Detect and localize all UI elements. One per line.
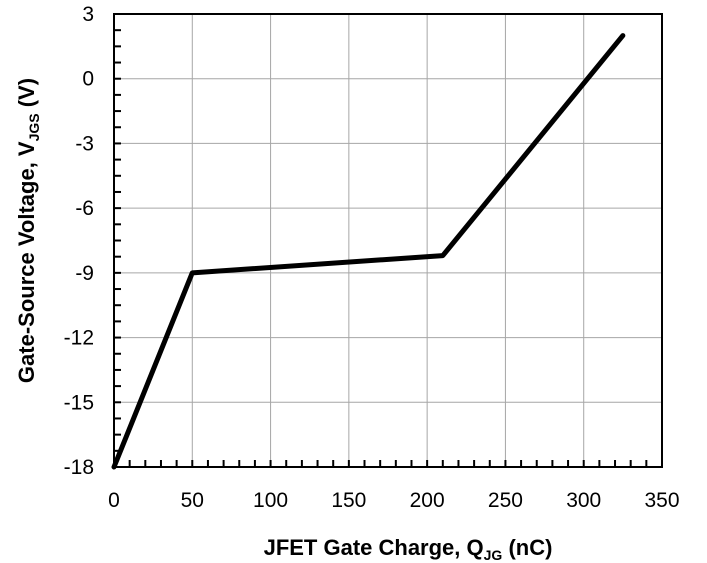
y-tick-label: 3 [82, 3, 94, 26]
x-tick-labels: 0 50 100 150 200 250 300 350 [108, 489, 679, 512]
y-tick-label: -9 [75, 262, 94, 285]
x-tick-label: 250 [488, 489, 523, 512]
y-tick-label: -18 [64, 456, 94, 479]
y-tick-label: -6 [75, 197, 94, 220]
x-tick-label: 100 [253, 489, 288, 512]
y-axis-title: Gate-Source Voltage, VJGS (V) [14, 78, 42, 383]
x-tick-label: 0 [108, 489, 120, 512]
series-layer [111, 33, 626, 470]
x-axis-title: JFET Gate Charge, QJG (nC) [264, 535, 553, 563]
y-tick-label: -12 [64, 327, 94, 350]
x-axis-title-main: JFET Gate Charge, Q [264, 535, 484, 560]
y-axis-title-main: Gate-Source Voltage, V [14, 141, 39, 383]
x-tick-label: 50 [181, 489, 204, 512]
x-tick-label: 350 [644, 489, 679, 512]
y-tick-label: -3 [75, 132, 94, 155]
x-axis-title-subscript: JG [484, 547, 503, 563]
minor-ticks [113, 13, 663, 468]
series-line-0 [111, 33, 626, 470]
x-axis-title-unit: (nC) [502, 535, 552, 560]
grid [114, 14, 662, 467]
x-tick-label: 300 [566, 489, 601, 512]
y-tick-label: 0 [82, 68, 94, 91]
y-axis-title-unit: (V) [14, 78, 39, 113]
x-tick-label: 200 [410, 489, 445, 512]
x-tick-label: 150 [331, 489, 366, 512]
y-axis-title-subscript: JGS [26, 113, 42, 141]
y-tick-labels: -18 -15 -12 -9 -6 -3 0 3 [64, 3, 94, 479]
y-tick-label: -15 [64, 391, 94, 414]
plot-frame [113, 13, 663, 468]
